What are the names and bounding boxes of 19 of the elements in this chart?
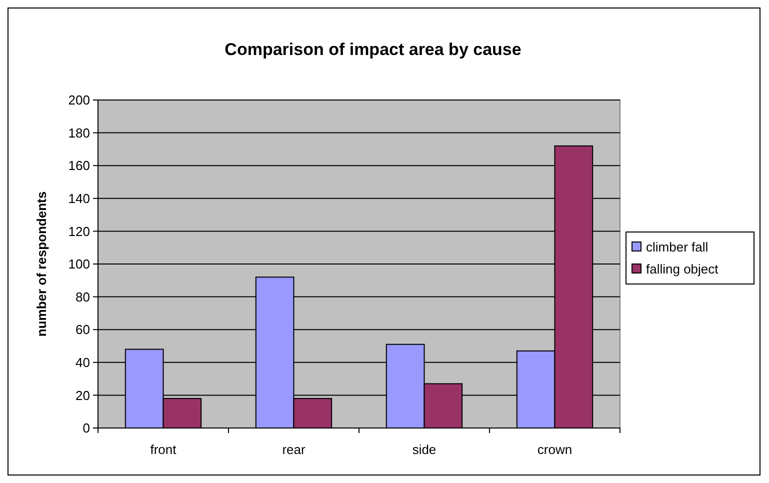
y-tick-label: 120 bbox=[68, 224, 90, 239]
x-tick-label: rear bbox=[282, 442, 306, 457]
y-tick-label: 0 bbox=[82, 420, 90, 436]
legend-label: falling object bbox=[646, 262, 719, 277]
y-tick-label: 160 bbox=[68, 158, 90, 174]
chart-title: Comparison of impact area by cause bbox=[224, 40, 522, 59]
legend-label: climber fall bbox=[646, 240, 708, 255]
y-tick-label: 40 bbox=[76, 354, 90, 370]
y-tick-label: 140 bbox=[68, 190, 90, 206]
x-tick-label: side bbox=[412, 442, 436, 457]
y-tick-label: 200 bbox=[68, 92, 90, 108]
y-tick-label: 100 bbox=[68, 256, 90, 272]
y-axis-title: number of respondents bbox=[34, 191, 49, 337]
x-tick-label: crown bbox=[537, 442, 572, 457]
x-tick-label: front bbox=[150, 442, 177, 457]
y-tick-label: 20 bbox=[76, 388, 90, 403]
y-tick-label: 180 bbox=[68, 125, 90, 140]
y-tick-label: 80 bbox=[76, 289, 90, 304]
y-tick-label: 60 bbox=[76, 322, 90, 338]
